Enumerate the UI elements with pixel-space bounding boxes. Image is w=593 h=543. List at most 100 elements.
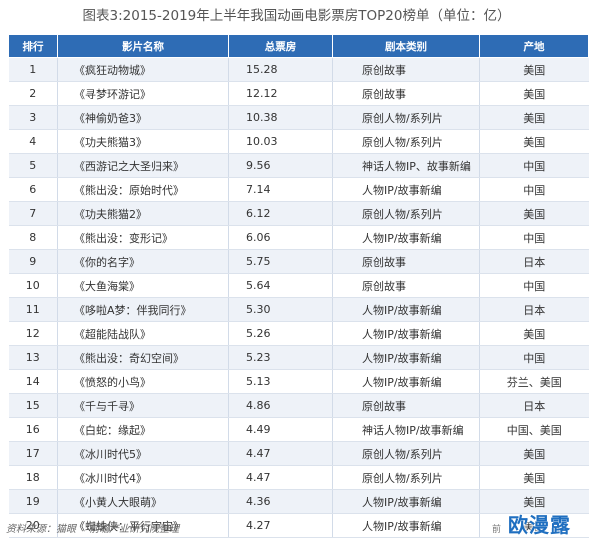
- table-row: 16 《白蛇：缘起》 4.49 神话人物IP/故事新编 中国、美国: [8, 417, 589, 442]
- cell-gross: 4.49: [228, 417, 333, 442]
- cell-origin: 美国: [479, 321, 589, 346]
- cell-origin: 日本: [479, 249, 589, 274]
- cell-rank: 20: [8, 513, 58, 538]
- cell-gross: 5.64: [228, 273, 333, 298]
- cell-rank: 14: [8, 369, 58, 394]
- cell-gross: 10.03: [228, 129, 333, 154]
- chart-title: 图表3:2015-2019年上半年我国动画电影票房TOP20榜单（单位：亿）: [82, 8, 511, 24]
- cell-title: 《熊出没：奇幻空间》: [57, 345, 229, 370]
- table-row: 4 《功夫熊猫3》 10.03 原创人物/系列片 美国: [8, 129, 589, 154]
- header-gross: 总票房: [228, 34, 333, 58]
- cell-rank: 8: [8, 225, 58, 250]
- cell-title: 《大鱼海棠》: [57, 273, 229, 298]
- cell-title: 《哆啦A梦：伴我同行》: [57, 297, 229, 322]
- source-org: 前瞻产业研究院整理: [89, 524, 180, 535]
- cell-origin: 中国: [479, 273, 589, 298]
- table-row: 12 《超能陆战队》 5.26 人物IP/故事新编 美国: [8, 321, 589, 346]
- cell-gross: 4.27: [228, 513, 333, 538]
- cell-gross: 4.36: [228, 489, 333, 514]
- cell-gross: 5.75: [228, 249, 333, 274]
- cell-origin: 美国: [479, 465, 589, 490]
- table-row: 5 《西游记之大圣归来》 9.56 神话人物IP、故事新编 中国: [8, 153, 589, 178]
- cell-origin: 中国: [479, 177, 589, 202]
- cell-category: 神话人物IP/故事新编: [332, 417, 480, 442]
- source-note: 资料来源：猫眼 前瞻产业研究院整理: [6, 520, 179, 535]
- cell-origin: 日本: [479, 393, 589, 418]
- cell-gross: 5.13: [228, 369, 333, 394]
- cell-category: 人物IP/故事新编: [332, 345, 480, 370]
- header-title: 影片名称: [57, 34, 229, 58]
- cell-origin: 美国: [479, 81, 589, 106]
- table-header-row: 排行 影片名称 总票房 剧本类别 产地: [8, 34, 589, 58]
- table-row: 9 《你的名字》 5.75 原创故事 日本: [8, 249, 589, 274]
- cell-origin: 美国: [479, 201, 589, 226]
- cell-title: 《千与千寻》: [57, 393, 229, 418]
- table-row: 7 《功夫熊猫2》 6.12 原创人物/系列片 美国: [8, 201, 589, 226]
- cell-origin: 美国: [479, 105, 589, 130]
- header-origin: 产地: [479, 34, 589, 58]
- table-row: 20 《蜘蛛侠：平行宇宙》 4.27 人物IP/故事新编 美国: [8, 513, 589, 538]
- table-row: 11 《哆啦A梦：伴我同行》 5.30 人物IP/故事新编 日本: [8, 297, 589, 322]
- table-row: 19 《小黄人大眼萌》 4.36 人物IP/故事新编 美国: [8, 489, 589, 514]
- cell-category: 人物IP/故事新编: [332, 513, 480, 538]
- table-row: 15 《千与千寻》 4.86 原创故事 日本: [8, 393, 589, 418]
- cell-rank: 4: [8, 129, 58, 154]
- cell-origin: 美国: [479, 441, 589, 466]
- source-prefix: 资料来源：猫眼: [6, 524, 76, 535]
- cell-rank: 12: [8, 321, 58, 346]
- watermark-text: 前: [492, 525, 502, 535]
- header-rank: 排行: [8, 34, 58, 58]
- cell-category: 原创人物/系列片: [332, 465, 480, 490]
- cell-title: 《冰川时代5》: [57, 441, 229, 466]
- watermark-logo: 欧漫露: [508, 513, 571, 537]
- cell-gross: 10.38: [228, 105, 333, 130]
- header-category: 剧本类别: [332, 34, 480, 58]
- cell-origin: 日本: [479, 297, 589, 322]
- cell-category: 原创故事: [332, 273, 480, 298]
- table-body: 1 《疯狂动物城》 15.28 原创故事 美国 2 《寻梦环游记》 12.12 原创故事 美国 3 《…: [8, 57, 589, 538]
- cell-category: 人物IP/故事新编: [332, 297, 480, 322]
- cell-category: 原创人物/系列片: [332, 441, 480, 466]
- table-row: 18 《冰川时代4》 4.47 原创人物/系列片 美国: [8, 465, 589, 490]
- cell-rank: 2: [8, 81, 58, 106]
- cell-title: 《你的名字》: [57, 249, 229, 274]
- table-row: 1 《疯狂动物城》 15.28 原创故事 美国: [8, 57, 589, 82]
- cell-title: 《小黄人大眼萌》: [57, 489, 229, 514]
- table-row: 17 《冰川时代5》 4.47 原创人物/系列片 美国: [8, 441, 589, 466]
- box-office-table: 排行 影片名称 总票房 剧本类别 产地 1 《疯狂动物城》 15.28 原创故事 美国 2…: [8, 34, 589, 538]
- cell-category: 原创故事: [332, 393, 480, 418]
- cell-title: 《超能陆战队》: [57, 321, 229, 346]
- cell-gross: 9.56: [228, 153, 333, 178]
- cell-origin: 美国: [479, 513, 589, 538]
- cell-title: 《神偷奶爸3》: [57, 105, 229, 130]
- cell-gross: 6.12: [228, 201, 333, 226]
- cell-category: 原创故事: [332, 57, 480, 82]
- table-row: 13 《熊出没：奇幻空间》 5.23 人物IP/故事新编 中国: [8, 345, 589, 370]
- cell-rank: 3: [8, 105, 58, 130]
- cell-gross: 12.12: [228, 81, 333, 106]
- cell-category: 人物IP/故事新编: [332, 489, 480, 514]
- cell-gross: 4.47: [228, 465, 333, 490]
- table-row: 2 《寻梦环游记》 12.12 原创故事 美国: [8, 81, 589, 106]
- cell-category: 人物IP/故事新编: [332, 177, 480, 202]
- cell-rank: 18: [8, 465, 58, 490]
- cell-rank: 1: [8, 57, 58, 82]
- cell-gross: 15.28: [228, 57, 333, 82]
- cell-origin: 中国: [479, 225, 589, 250]
- cell-origin: 中国: [479, 153, 589, 178]
- cell-category: 人物IP/故事新编: [332, 225, 480, 250]
- cell-gross: 4.47: [228, 441, 333, 466]
- cell-rank: 16: [8, 417, 58, 442]
- cell-title: 《功夫熊猫3》: [57, 129, 229, 154]
- cell-origin: 美国: [479, 489, 589, 514]
- cell-title: 《疯狂动物城》: [57, 57, 229, 82]
- cell-origin: 美国: [479, 129, 589, 154]
- cell-gross: 5.23: [228, 345, 333, 370]
- cell-title: 《熊出没：原始时代》: [57, 177, 229, 202]
- cell-rank: 19: [8, 489, 58, 514]
- cell-rank: 5: [8, 153, 58, 178]
- cell-category: 原创故事: [332, 81, 480, 106]
- cell-title: 《西游记之大圣归来》: [57, 153, 229, 178]
- cell-category: 人物IP/故事新编: [332, 321, 480, 346]
- cell-title: 《愤怒的小鸟》: [57, 369, 229, 394]
